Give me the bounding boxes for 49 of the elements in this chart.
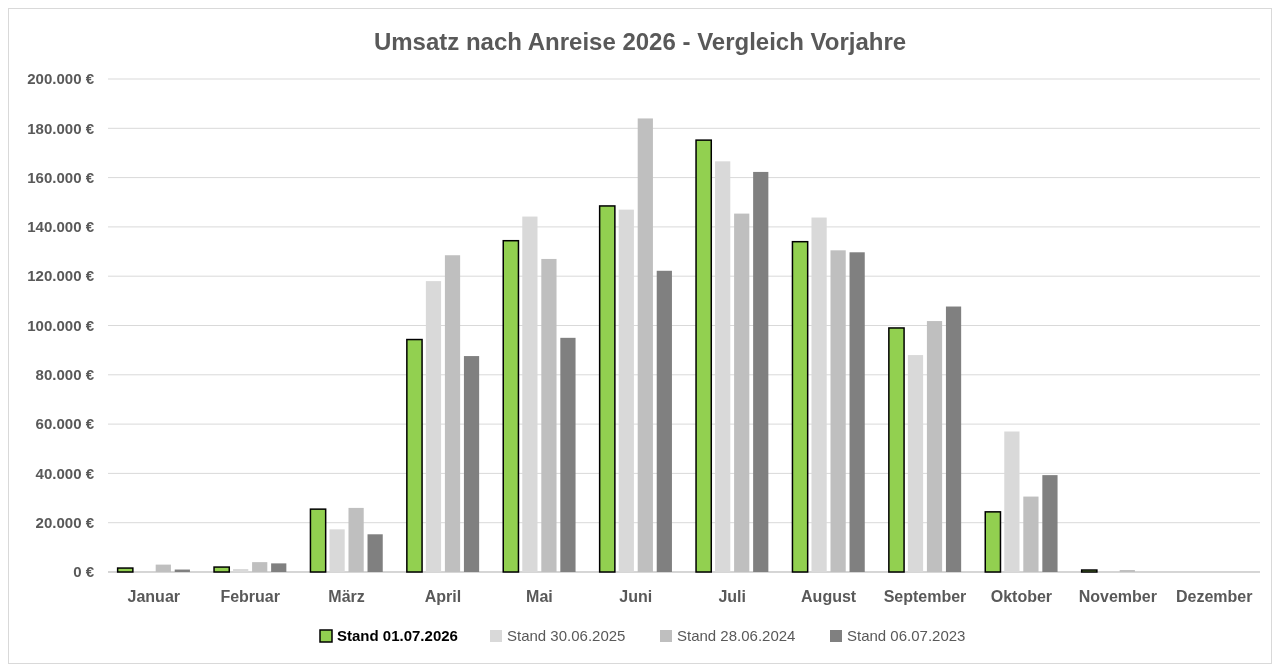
y-tick-label: 80.000 €	[35, 366, 95, 384]
y-tick-label: 200.000 €	[27, 70, 95, 88]
x-tick-label: November	[1078, 588, 1157, 605]
bar	[945, 306, 962, 572]
legend-label: Stand 28.06.2024	[677, 627, 796, 645]
bar	[329, 529, 345, 572]
bar	[984, 511, 1002, 573]
y-tick-label: 140.000 €	[27, 218, 95, 236]
y-tick-label: 100.000 €	[27, 316, 95, 334]
x-tick-label: Juli	[718, 588, 746, 605]
bar	[233, 569, 249, 572]
chart-title: Umsatz nach Anreise 2026 - Vergleich Vorjahre	[373, 28, 907, 55]
bar	[502, 239, 520, 573]
y-tick-label: 120.000 €	[27, 267, 95, 285]
x-tick-label: Oktober	[990, 588, 1053, 605]
x-tick-label: April	[424, 588, 462, 605]
bar	[213, 566, 231, 573]
legend-label: Stand 06.07.2023	[847, 627, 966, 645]
legend-label: Stand 30.06.2025	[507, 627, 626, 645]
x-tick-label: Januar	[127, 588, 181, 605]
bar	[1042, 475, 1058, 572]
bar	[463, 356, 480, 572]
bar	[791, 240, 809, 573]
x-tick-label: Dezember	[1175, 588, 1253, 605]
legend-label: Stand 01.07.2026	[337, 627, 458, 645]
y-tick-label: 0 €	[73, 563, 95, 581]
bar	[695, 139, 713, 573]
bar	[888, 327, 905, 573]
bar	[753, 171, 769, 572]
x-tick-label: März	[328, 588, 365, 605]
x-tick-label: September	[883, 588, 967, 605]
bar	[598, 205, 616, 573]
bar	[406, 338, 423, 573]
x-tick-label: Mai	[526, 588, 553, 605]
bar	[271, 563, 287, 572]
bar	[849, 252, 865, 572]
x-tick-label: Februar	[220, 588, 280, 605]
y-tick-label: 60.000 €	[35, 415, 95, 433]
y-tick-label: 20.000 €	[35, 513, 95, 531]
x-tick-label: August	[801, 588, 857, 605]
bar	[560, 337, 576, 572]
y-tick-label: 40.000 €	[35, 464, 95, 482]
y-tick-label: 180.000 €	[27, 119, 95, 137]
bar	[367, 534, 383, 572]
bar	[656, 270, 672, 572]
x-tick-label: Juni	[619, 588, 653, 605]
bar	[309, 508, 327, 573]
bar	[116, 567, 134, 573]
y-tick-label: 160.000 €	[27, 168, 95, 186]
